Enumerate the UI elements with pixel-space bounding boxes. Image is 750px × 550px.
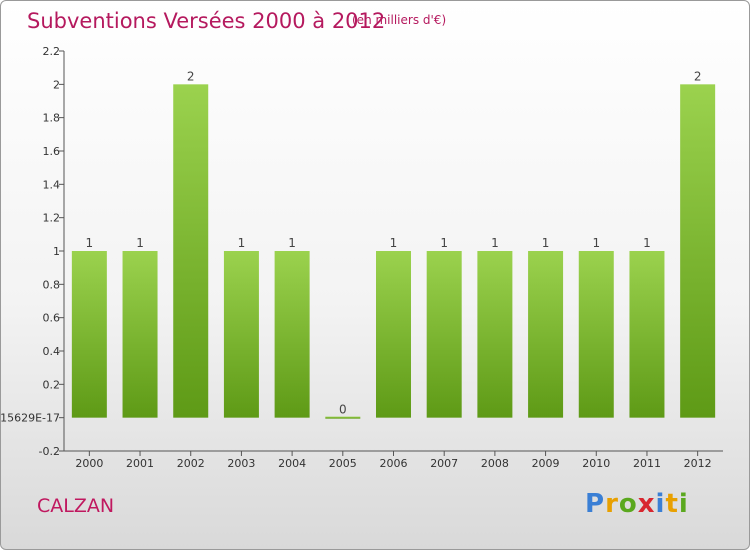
data-label: 1: [592, 236, 600, 250]
y-tick-label: 1.8: [43, 112, 61, 125]
logo-letter: o: [618, 489, 638, 519]
bar-2009: [528, 251, 564, 418]
bar-2000: [71, 251, 107, 418]
y-tick-label: 1.2: [43, 212, 61, 225]
data-label: 2: [187, 69, 195, 83]
data-label: 1: [86, 236, 94, 250]
y-tick-label: 1.6: [43, 145, 61, 158]
bar-2004: [274, 251, 310, 418]
data-label: 1: [440, 236, 448, 250]
commune-name: CALZAN: [37, 495, 115, 517]
proxiti-logo[interactable]: Proxiti: [585, 489, 689, 519]
x-tick-label: 2000: [75, 457, 103, 470]
y-tick-label: 1: [53, 245, 60, 258]
logo-letter: t: [665, 489, 679, 519]
x-tick-label: 2002: [177, 457, 205, 470]
x-tick-label: 2008: [481, 457, 509, 470]
x-tick-label: 2003: [227, 457, 255, 470]
y-tick-label: -0.2: [39, 445, 60, 458]
bar-2003: [223, 251, 259, 418]
y-tick-label: 2: [53, 78, 60, 91]
data-label: 1: [136, 236, 144, 250]
data-label: 1: [238, 236, 246, 250]
bar-2006: [376, 251, 411, 418]
y-tick-label: 2.2: [43, 45, 61, 58]
bar-2005: [325, 416, 361, 419]
bar-2001: [122, 251, 158, 418]
bar-2010: [578, 251, 614, 418]
chart-data-labels: 1 1 2 1 1 0 1 1 1 1 1 1 2: [86, 69, 702, 416]
x-tick-label: 2007: [430, 457, 458, 470]
x-tick-label: 2001: [126, 457, 154, 470]
logo-letter: x: [637, 489, 656, 519]
y-tick-label: 0.6: [43, 312, 61, 325]
logo-letter: i: [655, 489, 666, 519]
chart-unit: (en milliers d'€): [352, 13, 447, 27]
y-tick-label: 1.4: [43, 178, 61, 191]
bar-2008: [477, 251, 513, 418]
y-tick-label: 0.4: [43, 345, 61, 358]
chart-title: Subventions Versées 2000 à 2012: [27, 9, 386, 33]
logo-letter: P: [585, 489, 606, 519]
chart-axes: -0.2 -1.15629E-17 0.2 0.4 0.6 0.8 1 1.2 1.4 1.6 1.…: [1, 45, 723, 470]
bar-2012: [680, 84, 716, 418]
x-tick-label: 2009: [532, 457, 560, 470]
data-label: 2: [694, 69, 702, 83]
x-tick-label: 2005: [329, 457, 357, 470]
bar-2011: [629, 251, 665, 418]
bar-2007: [426, 251, 462, 418]
data-label: 0: [339, 403, 347, 417]
logo-letter: i: [678, 489, 689, 519]
x-tick-label: 2010: [582, 457, 610, 470]
data-label: 1: [643, 236, 651, 250]
logo-letter: r: [605, 489, 619, 519]
x-tick-label: 2011: [633, 457, 661, 470]
x-tick-label: 2012: [684, 457, 712, 470]
data-label: 1: [390, 236, 398, 250]
data-label: 1: [542, 236, 550, 250]
y-tick-label: 0.2: [43, 378, 61, 391]
data-label: 1: [288, 236, 296, 250]
chart-bars: [71, 84, 716, 419]
data-label: 1: [491, 236, 499, 250]
x-tick-label: 2006: [380, 457, 408, 470]
x-tick-label: 2004: [278, 457, 306, 470]
y-tick-label: -1.15629E-17: [1, 412, 60, 425]
y-tick-label: 0.8: [43, 278, 61, 291]
bar-2002: [173, 84, 209, 418]
